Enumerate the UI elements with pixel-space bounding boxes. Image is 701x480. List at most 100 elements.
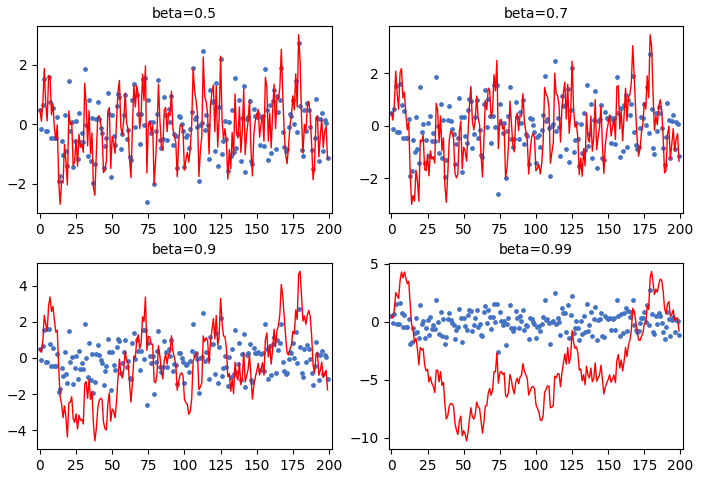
Point	[566, 292, 578, 300]
Point	[524, 314, 536, 322]
Point	[212, 379, 224, 387]
Point	[435, 100, 446, 108]
Point	[88, 389, 99, 397]
Point	[312, 350, 323, 358]
Point	[131, 336, 142, 344]
Point	[153, 77, 164, 84]
Point	[90, 350, 102, 358]
Point	[37, 101, 48, 109]
Point	[559, 309, 571, 316]
Point	[503, 314, 514, 322]
Point	[526, 115, 537, 122]
Point	[399, 108, 410, 115]
Point	[147, 352, 158, 360]
Point	[59, 348, 70, 356]
Point	[183, 369, 194, 376]
Point	[104, 348, 115, 356]
Point	[594, 315, 605, 323]
Point	[100, 142, 111, 150]
Point	[221, 135, 232, 143]
Point	[275, 320, 287, 327]
Point	[228, 148, 239, 156]
Point	[636, 113, 647, 120]
Point	[175, 349, 186, 357]
Point	[520, 322, 531, 329]
Point	[112, 90, 123, 97]
Point	[39, 75, 50, 83]
Point	[179, 163, 190, 170]
Point	[637, 315, 648, 323]
Point	[535, 143, 546, 151]
Point	[116, 360, 128, 367]
Point	[199, 126, 210, 134]
Point	[486, 325, 497, 333]
Point	[575, 317, 586, 325]
Point	[388, 311, 400, 318]
Point	[36, 125, 47, 132]
Point	[206, 340, 217, 348]
Point	[319, 351, 330, 359]
Point	[411, 145, 423, 153]
Point	[648, 144, 659, 152]
Point	[522, 323, 533, 330]
Point	[392, 128, 403, 135]
Point	[562, 301, 573, 309]
Point	[150, 358, 161, 366]
Point	[36, 357, 47, 364]
Point	[604, 314, 615, 322]
Point	[114, 337, 125, 345]
Point	[156, 144, 167, 152]
Point	[440, 341, 451, 348]
Point	[306, 369, 318, 377]
Point	[247, 378, 258, 385]
Point	[273, 347, 284, 354]
Point	[516, 317, 527, 324]
Point	[513, 136, 524, 144]
Point	[135, 110, 147, 118]
Point	[547, 317, 559, 325]
Point	[630, 326, 641, 334]
Point	[267, 340, 278, 348]
Point	[569, 324, 580, 332]
Point	[445, 316, 456, 324]
Point	[41, 358, 53, 366]
Point	[479, 86, 491, 94]
Point	[111, 102, 122, 110]
Point	[652, 128, 663, 135]
Point	[578, 109, 590, 117]
Point	[176, 354, 187, 361]
Point	[92, 341, 103, 348]
Point	[219, 118, 231, 125]
Point	[613, 109, 624, 117]
Point	[543, 319, 554, 326]
Title: beta=0.9: beta=0.9	[152, 243, 217, 257]
Point	[156, 369, 167, 376]
Point	[519, 140, 530, 148]
Point	[184, 357, 196, 365]
Point	[613, 312, 624, 320]
Point	[248, 105, 259, 113]
Point	[205, 334, 216, 341]
Point	[618, 101, 629, 109]
Point	[180, 361, 191, 369]
Point	[308, 382, 319, 389]
Point	[414, 334, 425, 342]
Point	[64, 358, 76, 366]
Point	[397, 324, 409, 331]
Point	[130, 355, 141, 363]
Point	[127, 96, 138, 104]
Point	[144, 118, 156, 126]
Point	[123, 358, 134, 365]
Point	[218, 364, 229, 372]
Point	[633, 327, 644, 335]
Point	[278, 143, 290, 151]
Point	[260, 320, 271, 328]
Point	[529, 321, 540, 328]
Point	[205, 86, 216, 94]
Point	[123, 126, 134, 134]
Point	[512, 314, 523, 322]
Point	[101, 362, 112, 370]
Point	[508, 327, 519, 335]
Point	[493, 348, 504, 356]
Point	[46, 362, 57, 370]
